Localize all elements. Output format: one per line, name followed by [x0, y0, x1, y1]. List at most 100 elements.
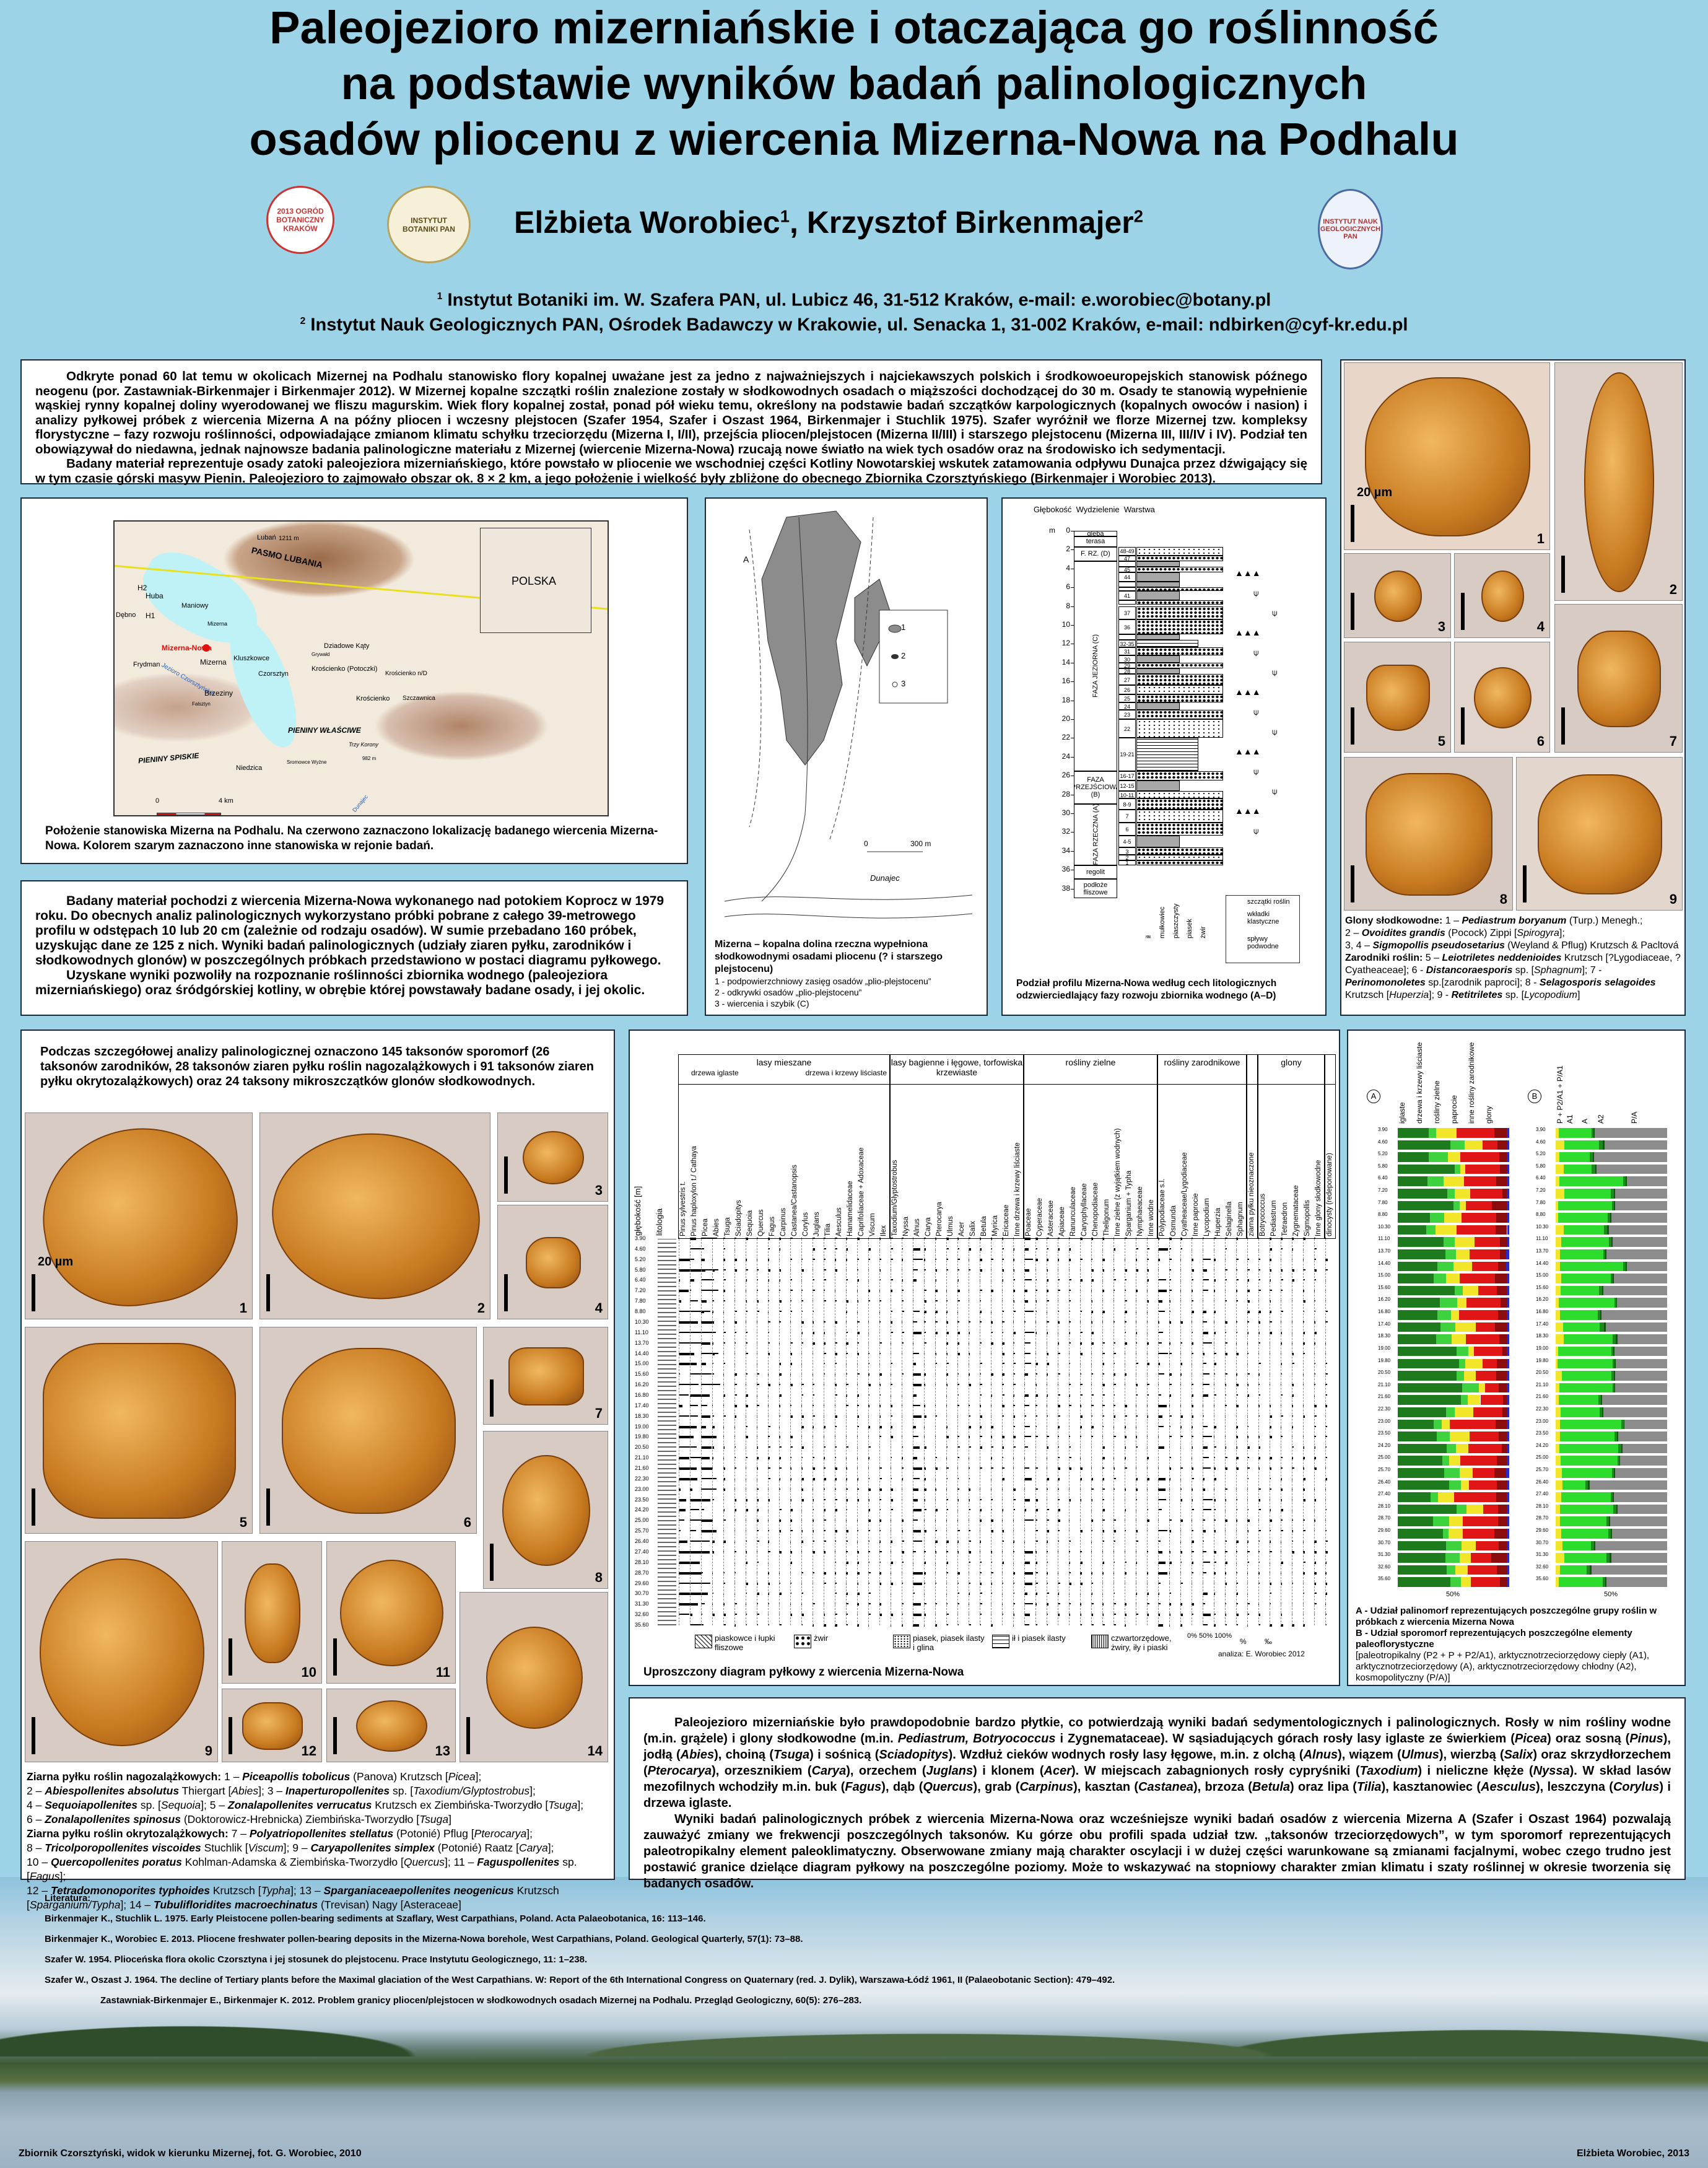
abundance-bar [1292, 1352, 1294, 1355]
abundance-bar [1281, 1519, 1283, 1521]
abundance-bar [1258, 1384, 1260, 1386]
abundance-bar [924, 1269, 926, 1270]
scale-bar [490, 1544, 494, 1581]
abundance-bar [1270, 1519, 1273, 1523]
garden-logo: 2013 OGRÓD BOTANICZNY KRAKÓW [266, 186, 334, 254]
scale-label: 0 [864, 839, 868, 848]
abundance-bar [1225, 1457, 1227, 1459]
abundance-bar [1024, 1331, 1034, 1333]
grain-size-label: piaszczysty [1172, 903, 1180, 938]
caption-segment: Pediastrum boryanum [1462, 916, 1567, 926]
abundance-bar [790, 1290, 793, 1292]
abundance-bar [1125, 1436, 1126, 1439]
abundance-bar [868, 1530, 870, 1532]
abundance-bar [879, 1550, 882, 1552]
column-baseline [723, 1239, 724, 1625]
group-share-segment [1398, 1213, 1431, 1223]
abundance-bar [824, 1321, 826, 1322]
element-share-segment [1556, 1128, 1559, 1138]
abundance-bar [868, 1488, 871, 1491]
abundance-bar [879, 1582, 882, 1585]
abundance-bar [723, 1541, 726, 1544]
layer-number: 29 [1118, 662, 1136, 668]
group-share-segment [1436, 1128, 1457, 1138]
abundance-bar [1258, 1363, 1261, 1365]
taxon-label: Carpinus [780, 1207, 787, 1236]
valley-edge [829, 517, 874, 840]
abundance-bar [1113, 1593, 1115, 1594]
abundance-bar [679, 1290, 689, 1293]
abundance-bar [779, 1404, 781, 1407]
layer-silt [1136, 738, 1198, 771]
intro-paragraph: Odkryte ponad 60 lat temu w okolicach Mi… [35, 369, 1307, 457]
group-share-segment [1466, 1298, 1501, 1308]
abundance-bar [1035, 1394, 1039, 1397]
photo-credit: Zbiornik Czorsztyński, widok w kierunku … [19, 2148, 362, 2159]
group-share-segment [1443, 1528, 1449, 1539]
abundance-bar [902, 1603, 904, 1605]
abundance-bar [734, 1509, 737, 1512]
element-share-segment [1603, 1249, 1605, 1259]
specimen-image [1365, 377, 1530, 537]
element-share-segment [1556, 1310, 1560, 1320]
micrograph-1: 1 20 µm [25, 1112, 253, 1319]
abundance-bar [946, 1509, 949, 1511]
abundance-bar [1024, 1425, 1030, 1427]
text-segment: Betula [1252, 1780, 1290, 1794]
abundance-bar [1247, 1550, 1250, 1552]
abundance-bar [1102, 1290, 1105, 1293]
abundance-bar [768, 1571, 770, 1575]
layer-number: 41 [1118, 591, 1136, 601]
abundance-bar [1102, 1446, 1105, 1449]
abundance-bar [1236, 1603, 1238, 1605]
group-share-segment [1495, 1419, 1507, 1430]
abundance-bar [1225, 1373, 1227, 1375]
caption-line: 3, 4 – Sigmopollis pseudosetarius (Weyla… [1345, 940, 1683, 952]
caption-segment: Glony słodkowodne: [1345, 916, 1445, 926]
caption-a: A - Udział palinomorf reprezentujących p… [1356, 1606, 1657, 1627]
caption-segment: (Trevisan) Nagy [Asteraceae] [318, 1899, 461, 1911]
abundance-bar [757, 1446, 759, 1449]
abundance-bar [1013, 1342, 1015, 1344]
group-share-segment [1460, 1164, 1466, 1174]
chart-a-column-label: glony [1484, 1106, 1493, 1124]
abundance-bar [1314, 1582, 1316, 1585]
group-share-segment [1502, 1346, 1507, 1357]
column-baseline [957, 1239, 958, 1625]
abundance-bar [946, 1238, 949, 1240]
taxon-label: Poaceae [1025, 1208, 1032, 1236]
abundance-bar [813, 1290, 816, 1292]
depth-label: 19.80 [635, 1433, 649, 1440]
group-share-segment [1444, 1213, 1462, 1223]
abundance-bar [1080, 1238, 1083, 1240]
text-segment: Carya [811, 1764, 847, 1778]
abundance-bar [757, 1519, 759, 1523]
element-share-segment [1599, 1285, 1602, 1296]
abundance-bar [1158, 1363, 1160, 1366]
abundance-bar [980, 1321, 982, 1322]
depth-label: 24.20 [1378, 1442, 1391, 1448]
abundance-bar [1102, 1394, 1105, 1396]
group-share-segment [1398, 1504, 1457, 1515]
deposit-extent [761, 510, 861, 766]
abundance-bar [924, 1614, 926, 1617]
abundance-bar [813, 1238, 816, 1239]
taxon-label: Apiaceae [1058, 1207, 1066, 1236]
chart-b-column-label: A2 [1597, 1114, 1605, 1124]
specimen-image [245, 1563, 300, 1663]
abundance-bar [1080, 1373, 1082, 1375]
group-share-segment [1478, 1285, 1497, 1296]
abundance-bar [946, 1477, 948, 1479]
title-line: osadów pliocenu z wiercenia Mizerna-Nowa… [249, 113, 1459, 165]
abundance-bar [913, 1593, 915, 1594]
abundance-bar [723, 1624, 726, 1625]
abundance-bar [790, 1509, 793, 1512]
column-baseline [1325, 1239, 1326, 1625]
abundance-bar [1113, 1614, 1117, 1615]
abundance-bar [813, 1394, 815, 1396]
abundance-bar [1281, 1436, 1283, 1438]
group-share-segment [1454, 1189, 1471, 1199]
abundance-bar [879, 1571, 881, 1575]
depth-label: 15.00 [1378, 1272, 1391, 1279]
scale-bar [229, 1717, 232, 1754]
